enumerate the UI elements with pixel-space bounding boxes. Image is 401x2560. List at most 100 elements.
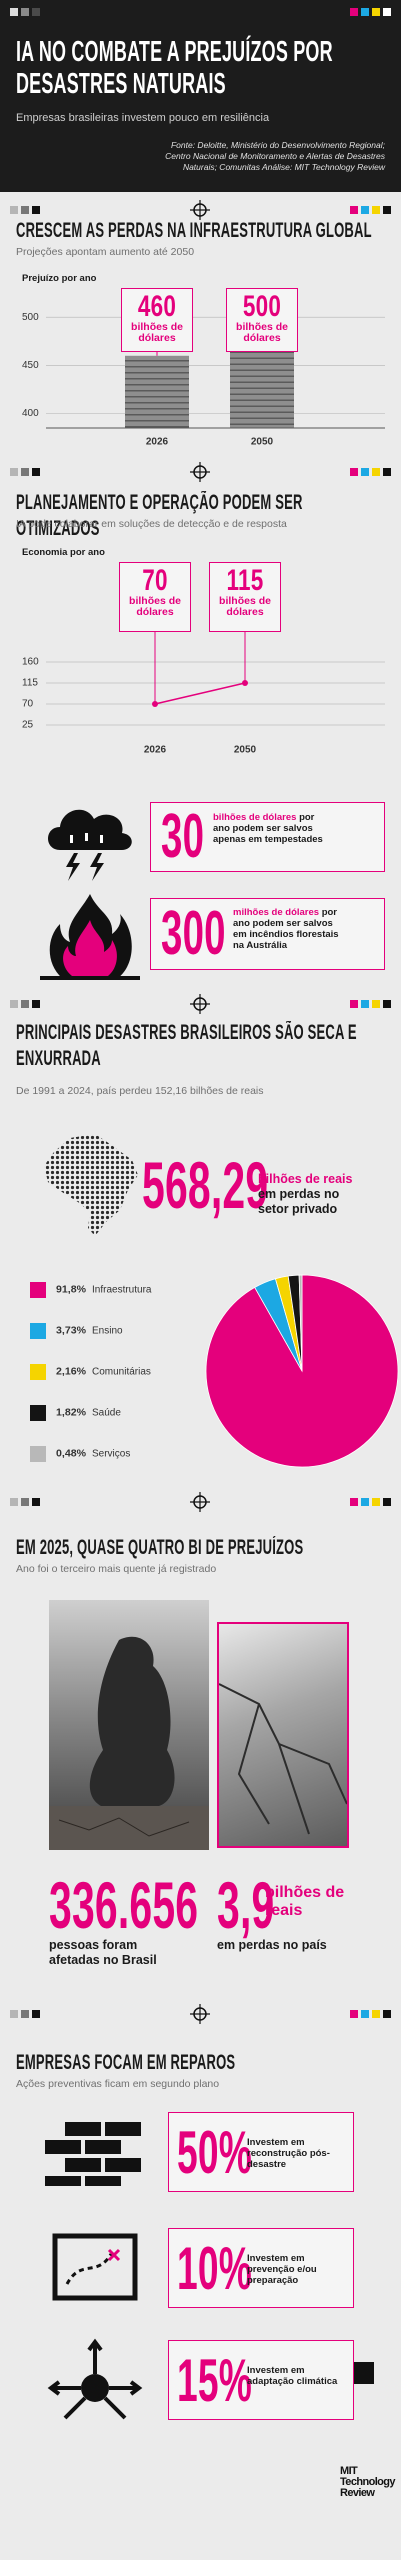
stat-text: bilhões de dólares por ano podem ser sal… xyxy=(213,812,323,845)
stat-value: 336.656 xyxy=(49,1868,199,1942)
corner-square xyxy=(10,2010,18,2018)
y-tick-label: 70 xyxy=(22,699,34,710)
stat-box: 50% Investem em reconstrução pós-desastre xyxy=(168,2112,354,2192)
section-subtitle: Ano foi o terceiro mais quente já regist… xyxy=(16,1563,217,1575)
corner-square xyxy=(21,8,29,16)
fire-icon xyxy=(40,894,140,980)
y-tick-label: 160 xyxy=(22,657,39,668)
source: Fonte: Deloitte, Ministério do Desenvolv… xyxy=(145,140,385,173)
corner-square xyxy=(383,8,391,16)
y-tick-label: 115 xyxy=(22,678,38,689)
stat-description: em perdas no país xyxy=(217,1938,327,1952)
corner-square xyxy=(372,8,380,16)
stat-text: milhões de dólares por ano podem ser sal… xyxy=(233,907,343,951)
arrows xyxy=(47,2338,143,2420)
highlight-description: em perdas no setor privado xyxy=(258,1187,340,1216)
annotation-unit: bilhões de dólares xyxy=(236,321,288,344)
pie-slice xyxy=(298,1274,303,1372)
annotation-value: 460 xyxy=(137,290,177,323)
legend-value: 1,82% xyxy=(56,1408,86,1419)
source-text: Fonte: Deloitte, Ministério do Desenvolv… xyxy=(165,140,385,172)
cracked-ground xyxy=(49,1806,209,1850)
stat-box: 300 milhões de dólares por ano podem ser… xyxy=(150,898,385,970)
corner-square xyxy=(361,1000,369,1008)
section-title: PLANEJAMENTO E OPERAÇÃO PODEM SER OTIMIZ… xyxy=(16,491,303,540)
chart: 400 450 500 2026 2050 xyxy=(22,312,385,448)
divider xyxy=(10,1492,391,1512)
corner-square xyxy=(32,8,40,16)
stat-value: 30 xyxy=(161,802,205,871)
stat-unit: bilhões de dólares xyxy=(213,812,297,823)
chart-container: 25 70 115 160 2026 2050 70 bilhões de dólares 11… xyxy=(0,562,401,767)
building-bar xyxy=(125,355,189,428)
corner-square xyxy=(21,2010,29,2018)
corner-square xyxy=(361,468,369,476)
legend-value: 0,48% xyxy=(56,1449,86,1460)
legend-value: 91,8% xyxy=(56,1285,86,1296)
legend-label: Infraestrutura xyxy=(92,1285,152,1296)
stat-value: 15% xyxy=(177,2347,253,2414)
corner-square xyxy=(350,1000,358,1008)
legend-swatch xyxy=(30,1282,46,1298)
ground xyxy=(40,976,140,980)
divider xyxy=(10,200,391,220)
y-axis-label: Prejuízo por ano xyxy=(22,273,97,284)
annotation-box: 115 bilhões de dólares xyxy=(209,562,281,632)
stat-box: 15% Investem em adaptação climática xyxy=(168,2340,354,2420)
corner-square xyxy=(361,2010,369,2018)
stat-description: Investem em adaptação climática xyxy=(247,2365,338,2387)
section-subtitle: Ações preventivas ficam em segundo plano xyxy=(16,2078,220,2090)
corner-square xyxy=(350,1498,358,1506)
legend-label: Ensino xyxy=(92,1326,123,1337)
adapt-icon xyxy=(47,2338,143,2420)
x-tick-label: 2050 xyxy=(234,745,257,756)
legend-value: 2,16% xyxy=(56,1367,86,1378)
corner-square xyxy=(383,2010,391,2018)
section-title: PRINCIPAIS DESASTRES BRASILEIROS SÃO SEC… xyxy=(16,1021,357,1070)
route xyxy=(65,2253,113,2285)
section-title: EM 2025, QUASE QUATRO BI DE PREJUÍZOS xyxy=(16,1536,304,1559)
corner-square xyxy=(383,1000,391,1008)
annotation-box: 460 bilhões de dólares xyxy=(121,288,193,352)
corner-square xyxy=(21,206,29,214)
corner-square xyxy=(350,206,358,214)
corner-square xyxy=(10,8,18,16)
crack xyxy=(218,1683,348,1835)
corner-square xyxy=(361,8,369,16)
map-shape xyxy=(44,1134,138,1236)
corner-square xyxy=(372,468,380,476)
stat-unit: bilhões de reais xyxy=(265,1884,345,1919)
corner-square xyxy=(21,468,29,476)
highlight-unit: bilhões de reais xyxy=(258,1172,353,1186)
crosshair xyxy=(190,1492,210,1512)
x-tick-label: 2026 xyxy=(144,745,167,756)
stat-description: por ano podem ser salvos apenas em tempe… xyxy=(213,812,323,845)
bricks xyxy=(45,2122,141,2186)
corner-square xyxy=(372,1000,380,1008)
section-subtitle: IA pode colaborar em soluções de detecçã… xyxy=(16,518,287,530)
legend-swatch xyxy=(30,1323,46,1339)
analysis-text: Análise: MIT Technology Review xyxy=(262,162,385,172)
figure xyxy=(89,1636,175,1806)
corner-square xyxy=(32,206,40,214)
legend-swatch xyxy=(30,1446,46,1462)
x-tick-label: 2026 xyxy=(146,437,169,448)
hub xyxy=(81,2374,109,2402)
y-axis-label: Economia por ano xyxy=(22,547,105,558)
stat-value: 10% xyxy=(177,2235,253,2302)
stat-box: 10% Investem em prevenção e/ou preparação xyxy=(168,2228,354,2308)
storm-icon xyxy=(48,809,132,881)
photo-cracks xyxy=(218,1683,348,1835)
flame-inner xyxy=(63,920,117,976)
crosshair xyxy=(190,200,210,220)
corner-square xyxy=(372,206,380,214)
chart-container: 400 450 500 2026 2050 460 bilhões de dólares 50… xyxy=(0,288,401,453)
corner-square xyxy=(350,8,358,16)
stat-value: 3,9 xyxy=(217,1868,275,1942)
annotation-value: 115 xyxy=(226,564,264,597)
corner-square xyxy=(10,1498,18,1506)
plan-icon xyxy=(52,2233,138,2301)
corner-square xyxy=(10,1000,18,1008)
corner-square xyxy=(372,1498,380,1506)
chart: 25 70 115 160 2026 2050 xyxy=(22,632,385,756)
